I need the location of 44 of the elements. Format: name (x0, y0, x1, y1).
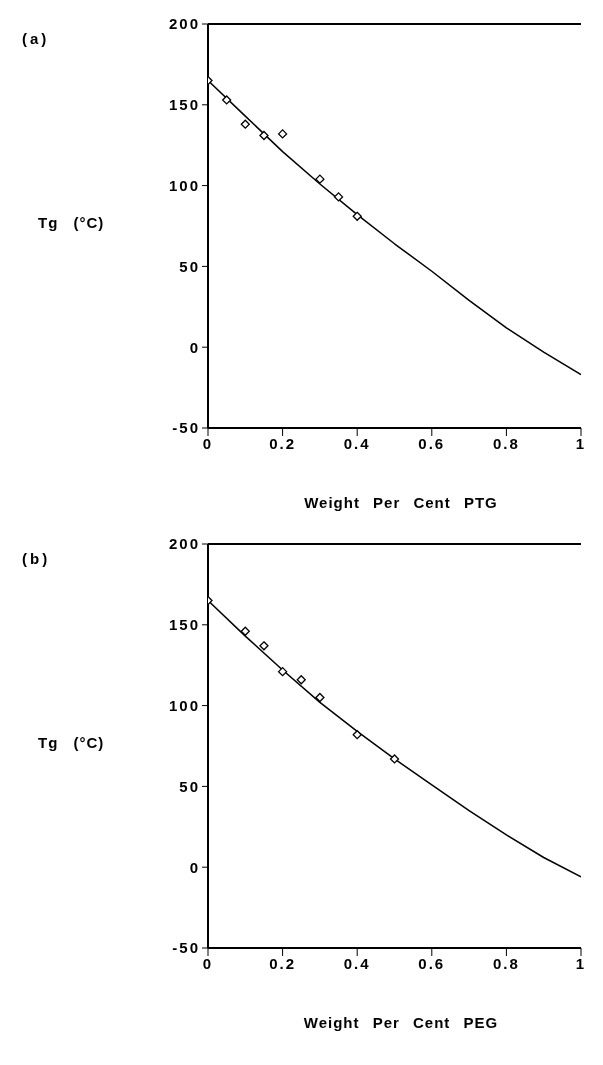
x-tick-label: 0.6 (418, 954, 446, 972)
x-tick-label: 0.8 (492, 434, 520, 452)
y-tick-label: 150 (168, 616, 200, 634)
point (240, 626, 250, 636)
point (389, 754, 400, 764)
x-tick-label: 1 (575, 434, 587, 452)
x-tick-label: 0.4 (343, 434, 371, 452)
x-tick-label: 0 (202, 954, 214, 972)
point (277, 129, 288, 139)
x-tick-label: 0.4 (343, 954, 371, 972)
y-tick-label: 100 (168, 696, 200, 714)
point (333, 192, 344, 202)
y-tick-label: 0 (189, 858, 200, 876)
point (240, 119, 250, 129)
x-tick-label: 0.6 (418, 434, 446, 452)
x-tick-label: 0 (202, 434, 214, 452)
y-tick-label: -50 (172, 419, 200, 437)
point (222, 95, 232, 105)
x-tick-label: 0.2 (269, 434, 297, 452)
point (352, 211, 362, 221)
point (315, 174, 325, 184)
x-axis-title: Weight Per Cent PEG (303, 1014, 499, 1031)
point (259, 641, 269, 651)
point (277, 667, 288, 677)
x-tick-label: 1 (575, 954, 587, 972)
text: (a) (22, 30, 50, 47)
point (259, 130, 269, 141)
point (352, 730, 362, 740)
y-tick-label: 150 (168, 96, 200, 114)
y-axis-title: Tg (°C) (38, 214, 105, 231)
y-tick-label: 200 (168, 15, 200, 33)
y-tick-label: 50 (179, 257, 200, 275)
y-tick-label: 50 (179, 777, 200, 795)
y-axis-title: Tg (°C) (38, 734, 105, 751)
x-axis-title: Weight Per Cent PTG (304, 494, 498, 511)
x-tick-label: 0.2 (269, 954, 297, 972)
point (296, 675, 306, 685)
y-tick-label: 0 (189, 338, 200, 356)
point (315, 692, 325, 703)
text: (b) (22, 550, 51, 567)
y-tick-label: 200 (168, 535, 200, 553)
x-tick-label: 0.8 (492, 954, 520, 972)
y-tick-label: -50 (172, 939, 200, 957)
y-tick-label: 100 (168, 176, 200, 194)
